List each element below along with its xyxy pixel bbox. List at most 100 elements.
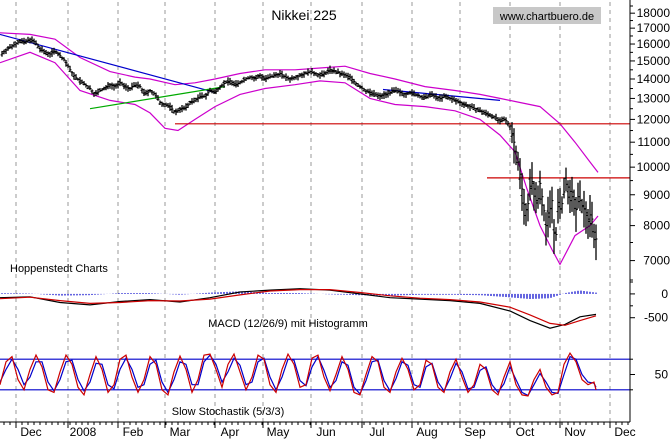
price-bar (90, 89, 94, 94)
price-bar (238, 80, 242, 85)
price-bar (294, 75, 298, 80)
price-bar (152, 91, 156, 96)
price-bar (148, 89, 152, 93)
x-tick-label: May (267, 425, 290, 439)
macd-signal-line (0, 289, 597, 326)
price-bar (156, 95, 160, 101)
price-bar (122, 82, 126, 90)
price-bar (382, 91, 386, 99)
price-bar (78, 77, 82, 85)
price-bar (18, 38, 22, 44)
price-bar (488, 113, 492, 118)
price-bar (74, 74, 78, 80)
price-bar (476, 107, 480, 113)
price-bar (32, 38, 36, 45)
price-bar (144, 89, 148, 96)
price-bar (486, 111, 490, 118)
price-bar (584, 201, 588, 234)
x-tick-label: Sep (464, 425, 486, 439)
price-panel (0, 32, 630, 266)
price-bar (412, 90, 416, 97)
price-bar (512, 128, 516, 164)
price-bar (264, 75, 268, 83)
price-bar (328, 65, 332, 74)
price-bar (566, 180, 570, 205)
price-bar (260, 74, 264, 81)
price-bar (254, 74, 258, 81)
price-bar (336, 68, 340, 74)
price-bar (62, 57, 66, 62)
watermark-background (493, 7, 601, 24)
price-bar (220, 83, 224, 88)
price-bar (334, 70, 338, 75)
price-bar (474, 107, 478, 113)
price-bar (422, 94, 426, 100)
price-bar (536, 185, 540, 209)
price-bar (354, 81, 358, 86)
price-bar (0, 50, 4, 57)
price-bar (350, 75, 354, 84)
price-bar (538, 170, 542, 205)
price-tick-label: 14000 (637, 72, 671, 86)
price-bar (544, 212, 548, 246)
price-bar (160, 101, 164, 107)
price-bar (198, 92, 202, 100)
price-bars (0, 36, 598, 261)
price-bar (404, 92, 408, 98)
price-bar (528, 168, 532, 201)
price-bar (456, 98, 460, 104)
price-bar (390, 87, 394, 94)
price-bar (478, 107, 482, 113)
price-bar (420, 94, 424, 100)
price-bar (554, 227, 558, 241)
price-bar (356, 83, 360, 87)
price-bar (240, 79, 244, 84)
price-bar (194, 97, 198, 103)
price-bar (140, 87, 144, 94)
price-bar (104, 85, 108, 91)
price-bar (204, 92, 208, 100)
price-bar (570, 176, 574, 212)
price-bar (272, 72, 276, 78)
price-bar (436, 96, 440, 102)
macd-tick-label: -500 (644, 311, 668, 325)
price-tick-label: 17000 (637, 21, 671, 35)
price-bar (416, 93, 420, 98)
chart-title: Nikkei 225 (271, 7, 337, 23)
price-bar (480, 109, 484, 115)
price-tick-label: 13000 (637, 91, 671, 105)
price-bar (102, 86, 106, 91)
price-bar (256, 74, 260, 79)
price-bar (4, 48, 8, 54)
price-bar (498, 117, 502, 125)
price-bar (72, 72, 76, 80)
stochastic-panel (0, 351, 630, 397)
price-bar (504, 117, 508, 125)
price-bar (252, 75, 256, 82)
price-bar (370, 90, 374, 97)
price-bar (276, 72, 280, 78)
source-label: Hoppenstedt Charts (10, 263, 108, 275)
price-bar (464, 101, 468, 107)
price-bar (92, 92, 96, 97)
price-tick-label: 9000 (643, 188, 670, 202)
price-bar (592, 223, 596, 249)
price-bar (6, 46, 10, 51)
price-bar (556, 188, 560, 224)
price-bar (434, 93, 438, 101)
price-tick-label: 11000 (638, 135, 671, 149)
price-bar (132, 82, 136, 88)
price-bar (394, 86, 398, 93)
price-bar (226, 77, 230, 86)
x-tick-label: Dec (20, 425, 41, 439)
price-bar (96, 88, 100, 96)
price-bar (308, 70, 312, 74)
price-bar (202, 94, 206, 98)
price-bar (298, 73, 302, 78)
price-tick-label: 15000 (637, 54, 671, 68)
price-bar (552, 219, 556, 254)
price-bar (88, 85, 92, 91)
price-bar (106, 82, 110, 90)
price-bar (142, 88, 146, 96)
